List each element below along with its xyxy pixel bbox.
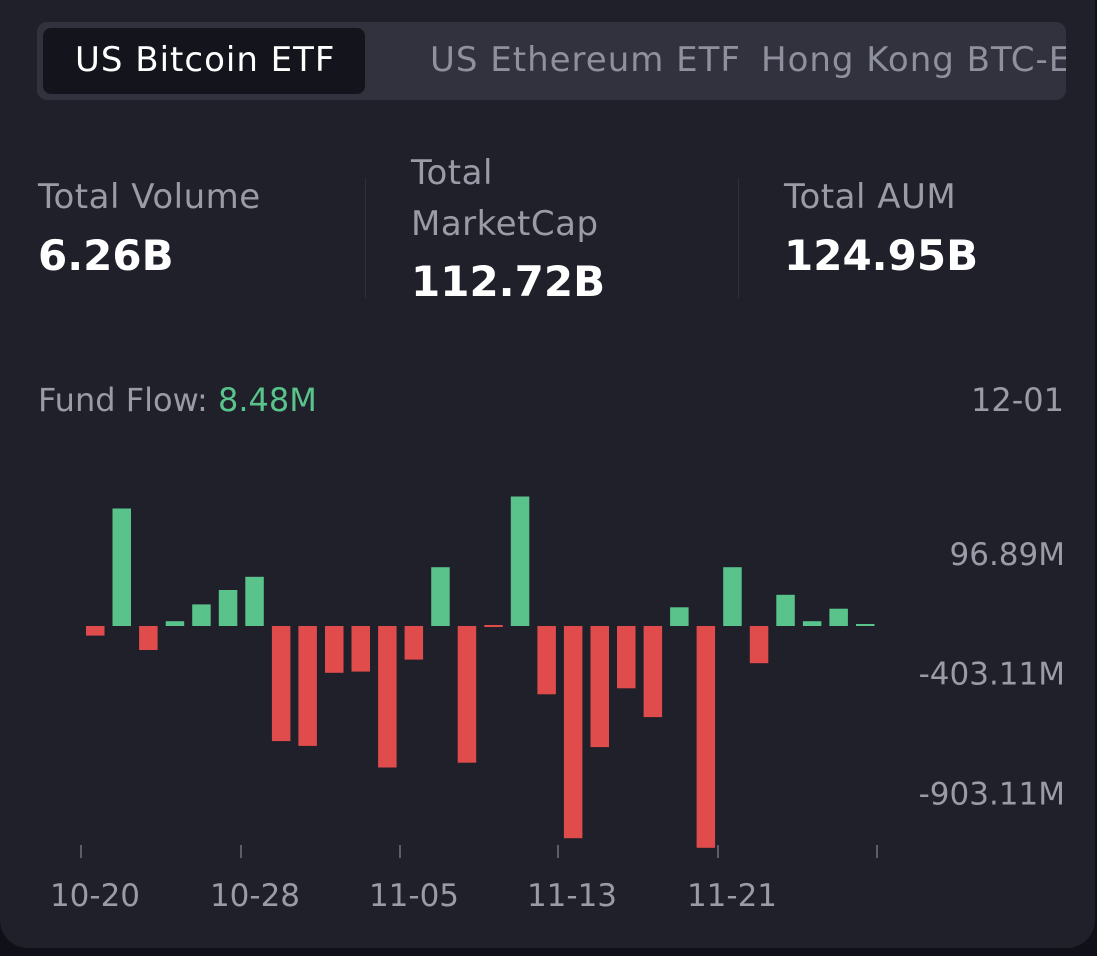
flow-bar[interactable]: [749, 626, 769, 664]
flow-bar[interactable]: [271, 626, 291, 742]
fund-flow-readout: Fund Flow: 8.48M: [38, 378, 317, 422]
stat-divider: [738, 178, 739, 298]
total-aum-label: Total AUM: [784, 177, 957, 217]
tab-hong-kong-btc-etf[interactable]: Hong Kong BTC-E: [761, 40, 1066, 80]
fund-flow-label: Fund Flow:: [38, 381, 208, 419]
flow-bar[interactable]: [563, 626, 583, 839]
flow-bar[interactable]: [431, 567, 450, 626]
y-tick-label: 96.89M: [950, 537, 1066, 573]
flow-bar[interactable]: [643, 626, 663, 718]
flow-bar[interactable]: [325, 626, 344, 673]
fund-flow-bar-chart[interactable]: 96.89M -403.11M -903.11M 10-20 10-28 11-05 11-…: [0, 440, 1097, 910]
x-tick-label: 11-21: [687, 878, 777, 910]
flow-bar[interactable]: [484, 625, 503, 627]
fund-flow-value: 8.48M: [217, 381, 317, 419]
flow-bar[interactable]: [510, 496, 530, 627]
flow-bar[interactable]: [802, 621, 822, 626]
flow-bar[interactable]: [590, 626, 610, 748]
x-tick-label: 11-05: [369, 878, 459, 910]
flow-bar[interactable]: [696, 626, 716, 848]
total-volume-value: 6.26B: [38, 231, 174, 280]
total-volume-label: Total Volume: [38, 177, 261, 217]
flow-bar[interactable]: [617, 626, 636, 689]
flow-bar[interactable]: [537, 626, 556, 695]
flow-bar[interactable]: [378, 626, 397, 768]
flow-bar[interactable]: [829, 608, 848, 626]
flow-bar[interactable]: [298, 626, 317, 746]
flow-bar[interactable]: [404, 626, 424, 660]
flow-bar[interactable]: [856, 624, 875, 626]
y-tick-label: -903.11M: [919, 777, 1065, 813]
total-marketcap-value: 112.72B: [411, 257, 606, 306]
flow-bar[interactable]: [776, 594, 795, 626]
flow-bar[interactable]: [670, 607, 689, 626]
flow-bar[interactable]: [86, 626, 105, 636]
tab-us-ethereum-etf[interactable]: US Ethereum ETF: [430, 40, 741, 80]
flow-bar[interactable]: [218, 590, 238, 626]
etf-tab-bar: US Bitcoin ETF US Ethereum ETF Hong Kong…: [37, 22, 1066, 100]
x-tick-label: 10-20: [50, 878, 140, 910]
total-marketcap-label-line1: Total: [411, 153, 493, 193]
flow-bar[interactable]: [192, 604, 211, 626]
flow-bar[interactable]: [457, 626, 477, 763]
flow-bar[interactable]: [245, 576, 264, 626]
total-marketcap-label-line2: MarketCap: [411, 204, 599, 244]
tab-us-bitcoin-etf[interactable]: US Bitcoin ETF: [43, 28, 366, 94]
flow-bar[interactable]: [165, 621, 185, 626]
flow-bar[interactable]: [112, 508, 132, 627]
y-tick-label: -403.11M: [919, 657, 1065, 693]
flow-bar[interactable]: [139, 626, 158, 650]
x-tick-label: 10-28: [210, 878, 300, 910]
fund-flow-date: 12-01: [971, 381, 1064, 419]
flow-bar[interactable]: [351, 626, 371, 672]
stat-divider: [365, 178, 366, 298]
total-aum-value: 124.95B: [784, 231, 979, 280]
x-tick-label: 11-13: [527, 878, 617, 910]
flow-bar[interactable]: [723, 567, 742, 626]
